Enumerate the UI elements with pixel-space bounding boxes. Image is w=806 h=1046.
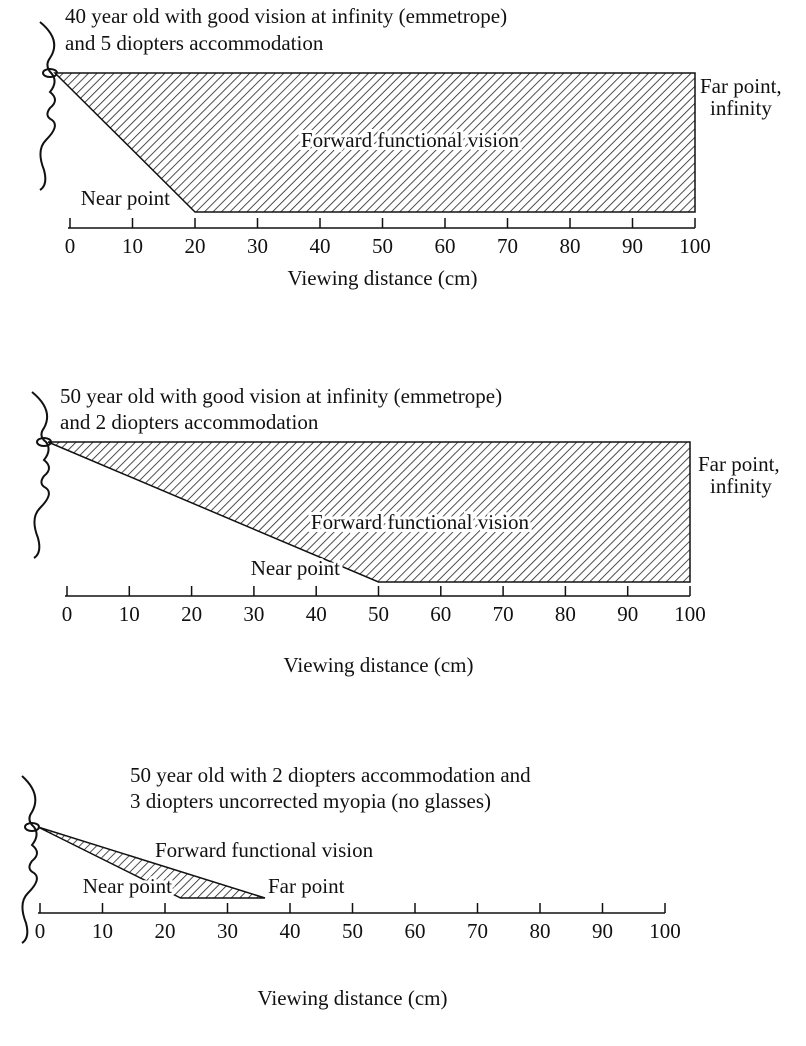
near-point-label: Near point <box>81 186 170 210</box>
tick-label: 90 <box>622 234 643 258</box>
panel-title: and 5 diopters accommodation <box>65 31 324 55</box>
tick-label: 30 <box>243 602 264 626</box>
tick-label: 60 <box>435 234 456 258</box>
tick-label: 80 <box>530 919 551 943</box>
tick-label: 20 <box>181 602 202 626</box>
tick-label: 50 <box>368 602 389 626</box>
panel-title: 50 year old with good vision at infinity… <box>60 384 502 408</box>
tick-label: 0 <box>65 234 76 258</box>
panel-title: 40 year old with good vision at infinity… <box>65 4 507 28</box>
near-point-label: Near point <box>251 556 340 580</box>
tick-label: 40 <box>310 234 331 258</box>
tick-label: 30 <box>217 919 238 943</box>
functional-vision-region <box>53 72 696 213</box>
tick-label: 40 <box>306 602 327 626</box>
face <box>31 391 50 559</box>
panel-title: 50 year old with 2 diopters accommodatio… <box>130 763 531 787</box>
region-label: Forward functional vision <box>311 510 530 534</box>
tick-label: 20 <box>185 234 206 258</box>
panel-title: 3 diopters uncorrected myopia (no glasse… <box>130 789 491 813</box>
tick-label: 10 <box>92 919 113 943</box>
tick-label: 10 <box>119 602 140 626</box>
far-point-label: infinity <box>710 474 772 498</box>
tick-label: 0 <box>62 602 73 626</box>
axis-label: Viewing distance (cm) <box>257 986 447 1010</box>
face <box>21 775 38 944</box>
tick-label: 50 <box>372 234 393 258</box>
far-point-label: Far point, <box>698 452 780 476</box>
far-point-label: infinity <box>710 96 772 120</box>
tick-label: 60 <box>405 919 426 943</box>
near-point-label: Near point <box>83 874 172 898</box>
tick-label: 20 <box>155 919 176 943</box>
tick-label: 90 <box>617 602 638 626</box>
tick-label: 70 <box>467 919 488 943</box>
tick-label: 80 <box>555 602 576 626</box>
tick-label: 100 <box>679 234 711 258</box>
far-point-label: Far point <box>268 874 345 898</box>
axis-label: Viewing distance (cm) <box>287 266 477 290</box>
tick-label: 100 <box>674 602 706 626</box>
tick-label: 70 <box>497 234 518 258</box>
region-label: Forward functional vision <box>155 838 374 862</box>
tick-label: 30 <box>247 234 268 258</box>
tick-label: 40 <box>280 919 301 943</box>
tick-label: 70 <box>493 602 514 626</box>
tick-label: 50 <box>342 919 363 943</box>
faces <box>21 21 58 944</box>
tick-label: 10 <box>122 234 143 258</box>
region-label: Forward functional vision <box>301 128 520 152</box>
face <box>39 21 56 191</box>
axis-label: Viewing distance (cm) <box>283 653 473 677</box>
functional-vision-region <box>47 441 691 583</box>
tick-label: 100 <box>649 919 681 943</box>
functional-vision-region <box>37 826 266 899</box>
tick-label: 0 <box>35 919 46 943</box>
tick-label: 60 <box>430 602 451 626</box>
panel-title: and 2 diopters accommodation <box>60 410 319 434</box>
far-point-label: Far point, <box>700 74 782 98</box>
tick-label: 80 <box>560 234 581 258</box>
tick-label: 90 <box>592 919 613 943</box>
